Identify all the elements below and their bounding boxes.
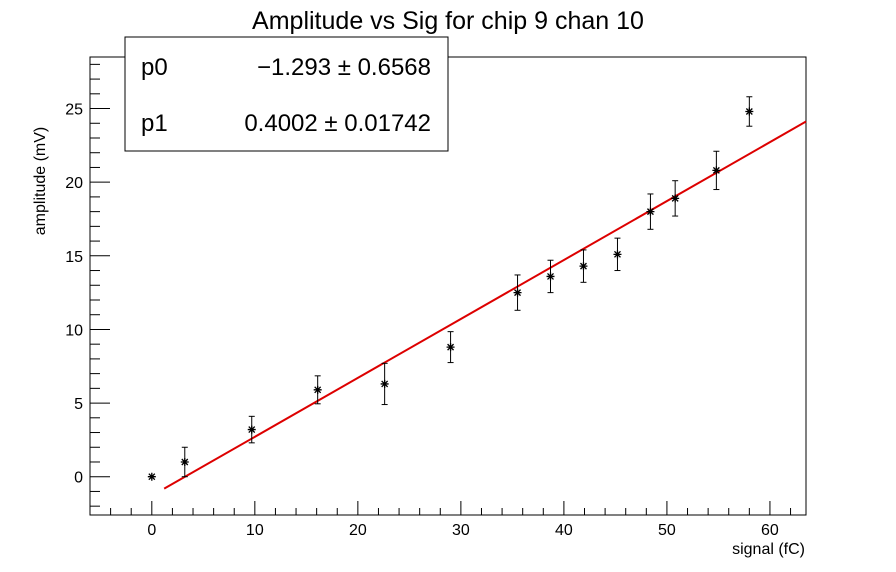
asterisk-marker [247,425,256,434]
asterisk-marker [313,385,322,394]
x-tick-label: 60 [761,522,779,539]
x-tick-label: 20 [349,522,367,539]
data-point [671,180,680,217]
data-point [147,472,156,481]
asterisk-marker [546,272,555,281]
stats-box: p0 −1.293 ± 0.6568 p1 0.4002 ± 0.01742 [124,36,449,152]
asterisk-marker [579,262,588,271]
fit-line [163,120,807,490]
asterisk-marker [513,288,522,297]
data-point [380,362,389,406]
stats-box-frame [124,36,449,152]
data-point [712,150,721,191]
asterisk-marker [180,457,189,466]
data-point [180,446,189,478]
data-point [446,331,455,364]
x-axis-title: signal (fC) [732,541,805,558]
y-tick-label: 20 [65,175,83,192]
asterisk-marker [613,250,622,259]
data-points-layer [147,96,754,481]
asterisk-marker [646,207,655,216]
x-axis: 0 10 20 30 40 50 60 [89,501,792,539]
y-tick-label: 0 [74,470,83,487]
asterisk-marker [712,166,721,175]
data-point [247,415,256,444]
x-tick-label: 40 [555,522,573,539]
y-tick-label: 5 [74,396,83,413]
data-point [546,259,555,294]
chart-title: Amplitude vs Sig for chip 9 chan 10 [252,7,644,35]
stat-p1-value: 0.4002 ± 0.01742 [244,110,431,137]
y-axis-title: amplitude (mV) [32,127,49,235]
x-tick-label: 30 [452,522,470,539]
asterisk-marker [446,343,455,352]
x-tick-label: 50 [658,522,676,539]
data-point [513,274,522,311]
data-point [613,237,622,272]
y-axis: 0 5 10 15 20 25 [65,63,110,507]
x-tick-label: 0 [147,522,156,539]
asterisk-marker [745,107,754,116]
y-tick-label: 25 [65,102,83,119]
asterisk-marker [147,472,156,481]
data-point [646,193,655,230]
fit-layer [163,120,807,490]
asterisk-marker [380,379,389,388]
data-point [579,249,588,283]
stat-p0-value: −1.293 ± 0.6568 [257,54,431,81]
y-tick-label: 15 [65,249,83,266]
data-point [745,96,754,127]
data-point [313,375,322,405]
y-tick-label: 10 [65,322,83,339]
asterisk-marker [671,194,680,203]
stat-p0-name: p0 [141,54,168,81]
stat-p1-name: p1 [141,110,168,137]
x-tick-label: 10 [246,522,264,539]
